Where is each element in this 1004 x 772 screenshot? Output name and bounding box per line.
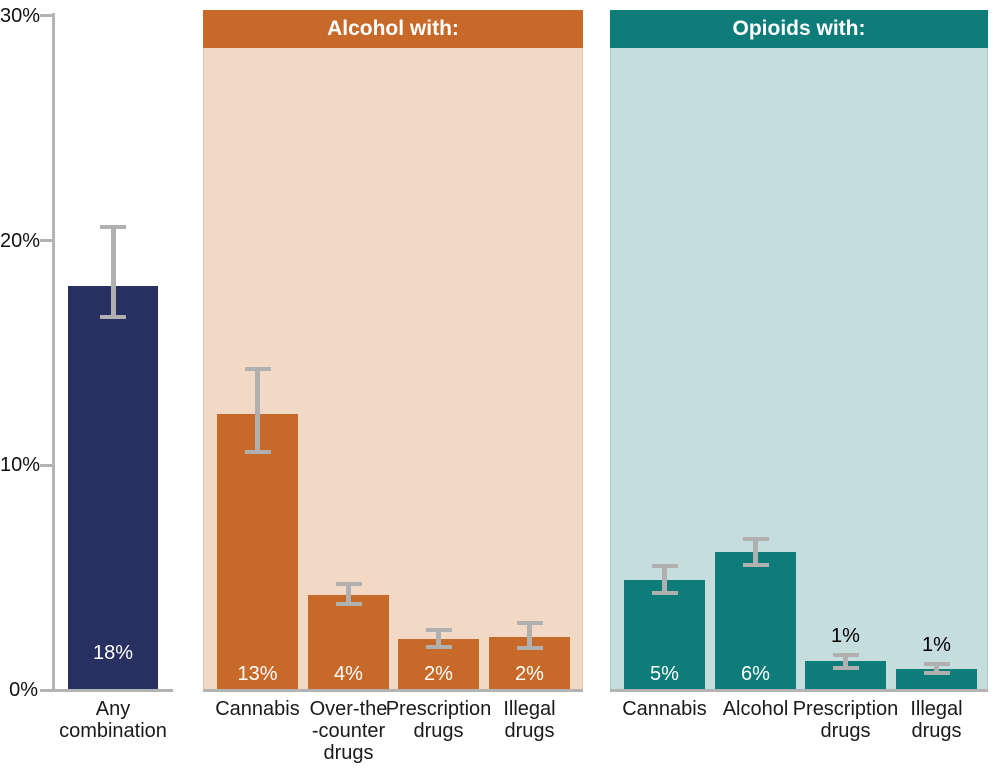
opioids-with-bar-prescription-drugs-error-bar-top-cap bbox=[832, 653, 859, 658]
opioids-with-bar-cannabis bbox=[624, 579, 705, 690]
opioids-with-bar-cannabis-error-bar-stem bbox=[662, 566, 667, 594]
alcohol-with-bar-prescription-drugs-category-label: Prescription drugs bbox=[364, 698, 514, 742]
opioids-with-bar-illegal-drugs-category-line: drugs bbox=[911, 720, 962, 742]
panel-opioids-with bbox=[610, 10, 988, 690]
alcohol-with-bar-over-the-counter-drugs bbox=[308, 594, 389, 690]
y-axis-line bbox=[52, 13, 55, 692]
alcohol-with-bar-cannabis-error-bar-bottom-cap bbox=[244, 449, 271, 454]
opioids-with-bar-cannabis-category-line: Cannabis bbox=[622, 698, 707, 720]
alcohol-with-bar-prescription-drugs-value-label: 2% bbox=[424, 663, 453, 685]
alcohol-with-bar-illegal-drugs-error-bar-stem bbox=[527, 622, 532, 649]
alcohol-with-bar-illegal-drugs-error-bar-bottom-cap bbox=[516, 646, 543, 651]
alcohol-with-bar-illegal-drugs-value-label: 2% bbox=[515, 663, 544, 685]
alcohol-with-bar-prescription-drugs-error-bar-top-cap bbox=[425, 628, 452, 633]
any-bar-any-combination bbox=[68, 285, 158, 690]
panel-header-alcohol-with: Alcohol with: bbox=[203, 10, 583, 48]
alcohol-with-bar-cannabis-category-label: Cannabis bbox=[183, 698, 333, 720]
alcohol-with-bar-cannabis bbox=[217, 413, 298, 690]
opioids-with-bar-alcohol-error-bar-top-cap bbox=[742, 537, 769, 542]
opioids-with-bar-illegal-drugs-category-label: Illegal drugs bbox=[862, 698, 1004, 742]
any-bar-any-combination-category-line: Any bbox=[95, 698, 131, 720]
panel-header-opioids-with: Opioids with: bbox=[610, 10, 988, 48]
opioids-with-bar-prescription-drugs-category-line: drugs bbox=[820, 720, 871, 742]
opioids-with-bar-prescription-drugs-category-line: Prescription bbox=[792, 698, 899, 720]
opioids-with-bar-prescription-drugs-category-label: Prescription drugs bbox=[771, 698, 921, 742]
y-axis-tick bbox=[40, 239, 53, 243]
alcohol-with-bar-over-the-counter-drugs-category-label: Over-the -counter drugs bbox=[274, 698, 424, 764]
alcohol-with-bar-over-the-counter-drugs-error-bar-bottom-cap bbox=[335, 601, 362, 606]
alcohol-with-bar-cannabis-error-bar-stem bbox=[255, 368, 260, 452]
alcohol-with-bar-over-the-counter-drugs-category-line: -counter bbox=[311, 720, 386, 742]
y-axis-tick bbox=[40, 688, 53, 692]
any-bar-any-combination-error-bar-bottom-cap bbox=[100, 315, 126, 320]
y-tick-label: 0% bbox=[9, 679, 38, 701]
alcohol-with-bar-prescription-drugs-error-bar-bottom-cap bbox=[425, 645, 452, 650]
alcohol-with-bar-over-the-counter-drugs-category-line: Over-the bbox=[309, 698, 388, 720]
alcohol-with-bar-illegal-drugs-category-line: Illegal bbox=[503, 698, 556, 720]
alcohol-with-bar-prescription-drugs-category-line: Prescription bbox=[385, 698, 492, 720]
opioids-with-bar-prescription-drugs-error-bar-stem bbox=[843, 655, 848, 668]
opioids-with-bar-cannabis-error-bar-bottom-cap bbox=[651, 591, 678, 596]
alcohol-with-bar-over-the-counter-drugs-error-bar-top-cap bbox=[335, 582, 362, 587]
alcohol-with-bar-over-the-counter-drugs-value-label: 4% bbox=[334, 663, 363, 685]
y-tick-label: 30% bbox=[0, 4, 41, 27]
opioids-with-bar-cannabis-value-label: 5% bbox=[650, 663, 679, 685]
y-tick-label: 10% bbox=[0, 454, 41, 477]
y-axis-tick bbox=[40, 463, 53, 467]
y-tick-label: 20% bbox=[0, 229, 41, 252]
opioids-with-bar-alcohol-category-line: Alcohol bbox=[722, 698, 789, 720]
baseline-alcohol-with bbox=[203, 689, 583, 692]
alcohol-with-bar-cannabis-value-label: 13% bbox=[237, 663, 278, 685]
any-bar-any-combination-category-label: Any combination bbox=[38, 698, 188, 742]
opioids-with-bar-prescription-drugs-value-label: 1% bbox=[831, 625, 860, 648]
alcohol-with-bar-illegal-drugs-category-line: drugs bbox=[504, 720, 555, 742]
baseline-any bbox=[48, 689, 173, 692]
alcohol-with-bar-cannabis-category-line: Cannabis bbox=[215, 698, 300, 720]
opioids-with-bar-alcohol-error-bar-stem bbox=[753, 539, 758, 566]
opioids-with-bar-alcohol-value-label: 6% bbox=[741, 663, 770, 685]
alcohol-with-bar-prescription-drugs-category-line: drugs bbox=[413, 720, 464, 742]
alcohol-with-bar-prescription-drugs-error-bar-stem bbox=[436, 630, 441, 648]
opioids-with-bar-illegal-drugs-error-bar-bottom-cap bbox=[923, 671, 950, 676]
alcohol-with-bar-illegal-drugs-category-label: Illegal drugs bbox=[455, 698, 605, 742]
alcohol-with-bar-over-the-counter-drugs-category-line: drugs bbox=[323, 742, 374, 764]
alcohol-with-bar-over-the-counter-drugs-error-bar-stem bbox=[346, 584, 351, 604]
opioids-with-bar-alcohol bbox=[715, 551, 796, 690]
any-bar-any-combination-error-bar-top-cap bbox=[100, 225, 126, 230]
opioids-with-bar-prescription-drugs-error-bar-bottom-cap bbox=[832, 665, 859, 670]
opioids-with-bar-illegal-drugs-value-label: 1% bbox=[922, 634, 951, 657]
opioids-with-bar-illegal-drugs-category-line: Illegal bbox=[910, 698, 963, 720]
opioids-with-bar-illegal-drugs bbox=[896, 668, 977, 690]
any-bar-any-combination-value-label: 18% bbox=[92, 642, 134, 664]
baseline-opioids-with bbox=[610, 689, 988, 692]
alcohol-with-bar-cannabis-error-bar-top-cap bbox=[244, 366, 271, 371]
y-axis-tick bbox=[40, 14, 53, 18]
opioids-with-bar-alcohol-category-label: Alcohol bbox=[681, 698, 831, 720]
opioids-with-bar-alcohol-error-bar-bottom-cap bbox=[742, 563, 769, 568]
alcohol-with-bar-illegal-drugs-error-bar-top-cap bbox=[516, 620, 543, 625]
opioids-with-bar-cannabis-category-label: Cannabis bbox=[590, 698, 740, 720]
any-bar-any-combination-category-line: combination bbox=[59, 720, 167, 742]
opioids-with-bar-cannabis-error-bar-top-cap bbox=[651, 564, 678, 569]
opioids-with-bar-illegal-drugs-error-bar-stem bbox=[934, 664, 939, 674]
any-bar-any-combination-error-bar-stem bbox=[110, 227, 116, 318]
opioids-with-bar-illegal-drugs-error-bar-top-cap bbox=[923, 662, 950, 667]
